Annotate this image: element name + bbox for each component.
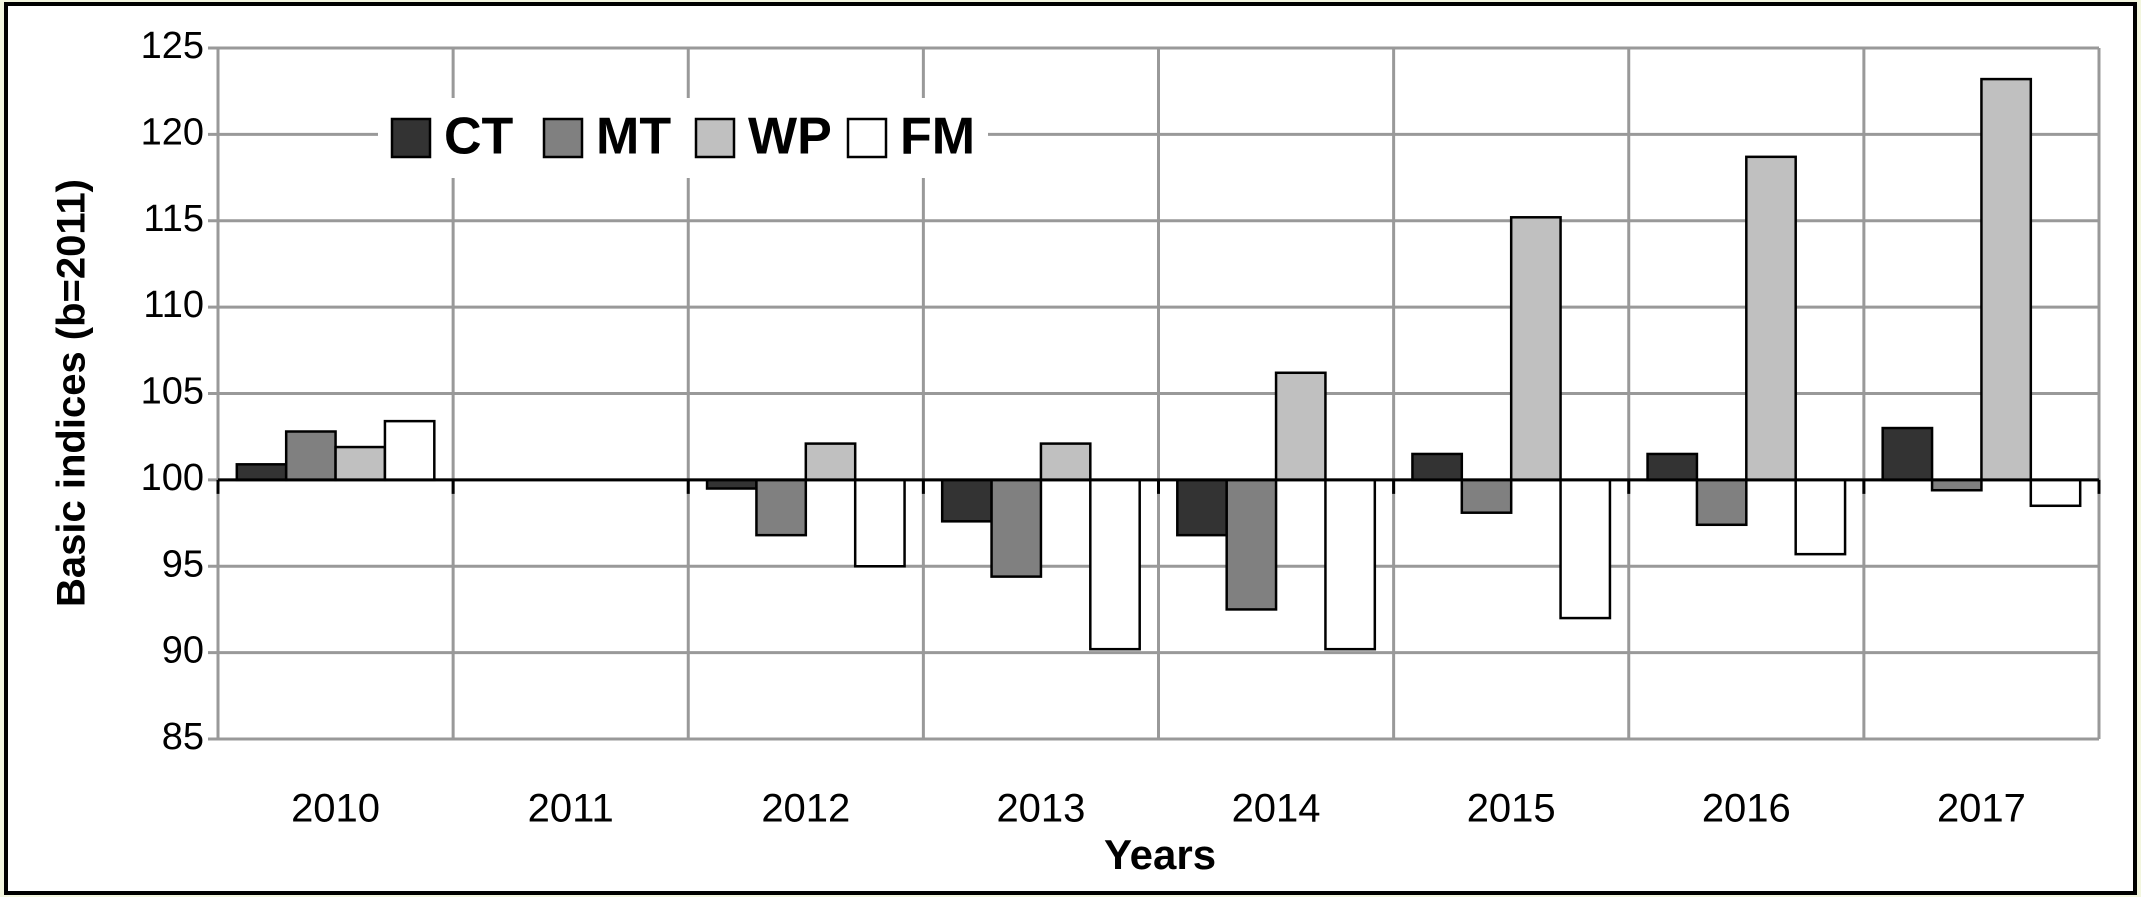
bar [1695, 478, 1748, 527]
bar [1225, 478, 1278, 611]
bar [1794, 478, 1847, 556]
bar [1039, 442, 1092, 482]
y-axis-title: Basic indices (b=2011) [50, 179, 94, 607]
bar [1881, 426, 1934, 482]
bar [853, 478, 906, 568]
bar [804, 442, 857, 482]
x-tick-label: 2016 [1702, 787, 1791, 831]
legend-swatch [694, 117, 736, 159]
bar [235, 463, 288, 482]
x-tick-label: 2013 [996, 787, 1085, 831]
bar [940, 478, 993, 523]
y-tick-label: 90 [162, 630, 204, 672]
y-tick-label: 105 [141, 371, 204, 413]
bar [1509, 216, 1562, 482]
bar [990, 478, 1043, 578]
y-tick-label: 95 [162, 543, 204, 585]
bar [1745, 155, 1797, 482]
x-tick-label: 2010 [291, 787, 380, 831]
legend-label: FM [900, 108, 975, 166]
legend-label: MT [596, 108, 671, 166]
bar [1646, 452, 1699, 482]
y-tick-label: 85 [162, 716, 204, 758]
x-tick-label: 2015 [1467, 787, 1556, 831]
bar [334, 445, 387, 482]
bar [1411, 452, 1464, 482]
legend-swatch [846, 117, 888, 159]
x-tick-label: 2014 [1232, 787, 1321, 831]
x-tick-label: 2017 [1937, 787, 2026, 831]
y-tick-label: 110 [143, 284, 204, 326]
bar [1980, 77, 2033, 482]
legend-label: WP [748, 108, 832, 166]
bar [755, 478, 808, 537]
bar [1274, 371, 1327, 482]
legend-label: CT [444, 108, 514, 166]
y-tick-label: 115 [143, 198, 204, 240]
legend-swatch [542, 117, 584, 159]
x-axis-title: Years [1104, 831, 1216, 878]
bar [1176, 478, 1228, 537]
x-tick-label: 2012 [761, 787, 850, 831]
bar [2029, 478, 2082, 508]
legend-swatch [390, 117, 432, 159]
x-tick-label: 2011 [528, 787, 614, 831]
y-tick-label: 120 [141, 111, 204, 153]
y-tick-label: 125 [141, 25, 204, 67]
bar [1930, 478, 1983, 492]
bar [1089, 478, 1141, 651]
bar [1559, 478, 1612, 620]
y-tick-label: 100 [141, 457, 204, 499]
bar [284, 430, 337, 482]
bar [383, 419, 436, 482]
bar [1460, 478, 1513, 514]
bar [1324, 478, 1377, 651]
